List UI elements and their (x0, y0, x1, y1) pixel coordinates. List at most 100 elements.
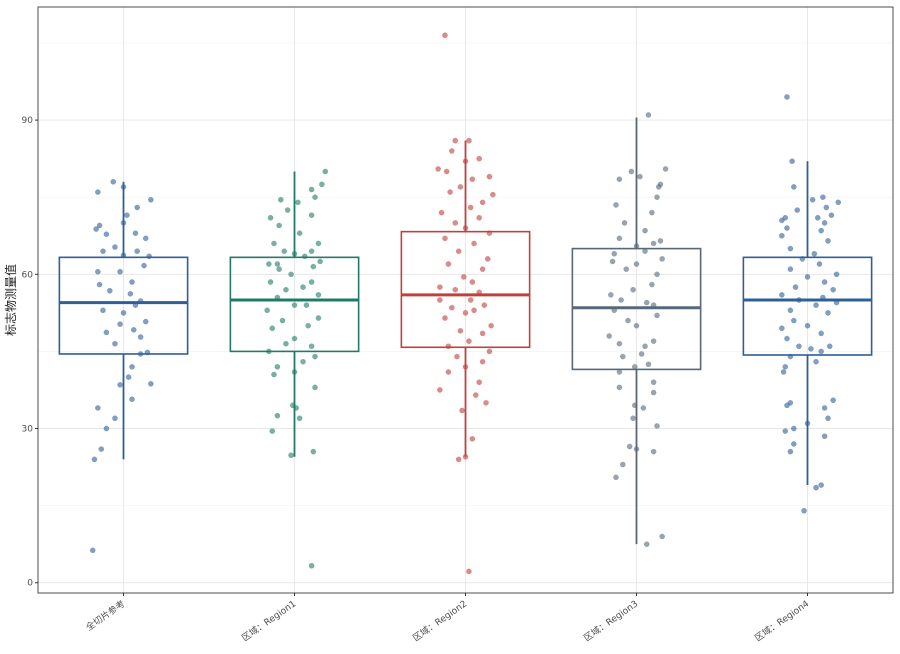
data-point (448, 304, 455, 311)
data-point (95, 405, 101, 411)
data-point (445, 261, 452, 267)
data-point (112, 244, 118, 250)
data-point (445, 369, 452, 375)
data-point (269, 428, 276, 434)
data-point (787, 307, 794, 314)
data-point (662, 166, 669, 172)
data-point (621, 220, 628, 226)
data-point (448, 148, 455, 154)
data-point (811, 250, 818, 257)
data-point (479, 266, 486, 273)
data-point (469, 176, 476, 183)
data-point (452, 220, 459, 226)
y-tick-label: 30 (22, 425, 34, 435)
data-point (466, 137, 472, 144)
data-point (826, 343, 833, 350)
data-point (317, 258, 323, 265)
box-iqr (742, 256, 873, 356)
data-point (642, 343, 648, 350)
data-point (650, 379, 657, 386)
data-point (132, 230, 139, 237)
data-point (274, 363, 281, 370)
data-point (654, 312, 660, 319)
data-point (269, 325, 276, 332)
data-point (442, 235, 448, 242)
box-iqr (229, 256, 360, 353)
data-point (782, 363, 789, 370)
data-point (481, 302, 488, 308)
data-point (787, 448, 794, 455)
data-point (295, 199, 301, 206)
data-point (469, 279, 476, 285)
data-point (784, 225, 790, 231)
data-point (308, 562, 315, 569)
data-point (300, 358, 306, 365)
data-point (442, 32, 448, 39)
data-point (296, 230, 303, 237)
data-point (437, 297, 443, 303)
data-point (442, 315, 448, 321)
y-tick-label: 0 (27, 579, 33, 589)
data-point (319, 181, 325, 188)
data-point (117, 381, 123, 388)
data-point (129, 279, 135, 285)
data-point (291, 302, 298, 308)
data-point (625, 317, 631, 324)
data-point (310, 263, 317, 270)
data-point (645, 361, 652, 368)
data-point (609, 258, 616, 265)
data-point (110, 178, 117, 185)
data-point (322, 168, 329, 175)
data-point (291, 335, 298, 342)
data-point (618, 297, 624, 303)
data-point (469, 435, 476, 442)
data-point (142, 318, 149, 325)
data-point (790, 425, 797, 432)
data-point (784, 335, 790, 342)
data-point (479, 330, 486, 337)
data-point (782, 428, 789, 434)
data-point (630, 415, 636, 422)
data-point (637, 173, 643, 180)
data-point (779, 292, 785, 298)
data-point (310, 448, 317, 455)
data-point (650, 448, 657, 455)
data-point (792, 284, 799, 290)
data-point (619, 353, 626, 360)
data-point (91, 456, 98, 463)
data-point (454, 353, 460, 360)
data-point (129, 363, 135, 370)
data-point (659, 256, 666, 262)
data-point (488, 322, 494, 329)
data-point (619, 461, 626, 468)
data-point (638, 351, 645, 357)
data-point (447, 189, 453, 195)
data-point (279, 317, 286, 324)
data-point (476, 155, 483, 162)
data-point (471, 240, 477, 247)
data-point (642, 227, 648, 234)
data-point (801, 507, 807, 514)
data-point (821, 433, 828, 440)
data-point (437, 387, 443, 393)
boxes (58, 117, 873, 545)
data-point (460, 274, 467, 280)
data-point (466, 338, 472, 344)
data-point (274, 261, 281, 267)
data-point (616, 235, 623, 242)
data-point (112, 415, 118, 422)
data-point (818, 482, 825, 488)
data-point (616, 384, 623, 391)
data-point (606, 333, 612, 339)
data-point (312, 353, 318, 360)
data-point (100, 248, 106, 255)
data-point (825, 310, 831, 316)
data-point (455, 248, 462, 255)
data-point (472, 392, 479, 398)
data-point (267, 279, 274, 285)
data-point (281, 248, 288, 255)
box-iqr (58, 256, 189, 355)
data-point (452, 137, 459, 144)
y-tick-label: 60 (22, 270, 34, 280)
data-point (95, 189, 101, 195)
